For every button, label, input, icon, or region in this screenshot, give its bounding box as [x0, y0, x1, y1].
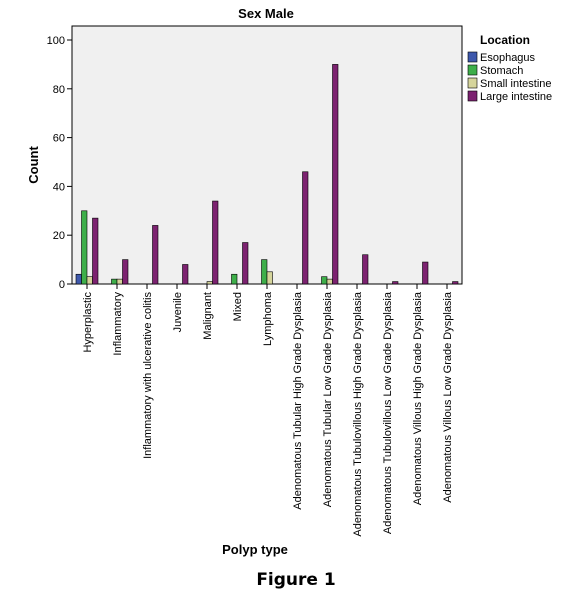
x-tick-label: Adenomatous Villous High Grade Dysplasia: [412, 291, 424, 505]
x-tick-label: Adenomatous Tubular Low Grade Dysplasia: [322, 291, 334, 507]
bar: [75, 273, 82, 285]
bar: [81, 210, 88, 285]
bars: [75, 64, 459, 285]
legend-swatch: [467, 51, 478, 63]
legend-swatch: [467, 90, 478, 102]
x-tick-label: Inflammatory: [112, 292, 124, 356]
legend-swatch: [467, 64, 478, 76]
x-axis: Hyperplastic Inflammatory Inflammatory wit…: [82, 284, 454, 537]
x-tick-label: Inflammatory with ulcerative colitis: [142, 292, 154, 459]
x-tick-label: Adenomatous Tubular High Grade Dysplasia: [292, 291, 304, 510]
bar: [206, 281, 213, 285]
y-tick-label: 0: [59, 279, 65, 291]
x-tick-label: Adenomatous Tubulovillous High Grade Dys…: [352, 291, 364, 536]
bar: [362, 254, 369, 285]
bar: [332, 64, 339, 285]
y-tick-label: 20: [53, 230, 65, 242]
x-tick-label: Malignant: [202, 292, 214, 340]
x-axis-title: Polyp type: [222, 542, 288, 557]
bar: [392, 281, 399, 285]
bar: [212, 200, 219, 285]
x-tick-label: Lymphoma: [262, 291, 274, 346]
bar: [261, 259, 268, 285]
y-axis: 0 20 40 60 80 100: [47, 35, 72, 291]
bar: [326, 278, 333, 285]
figure-caption: Figure 1: [256, 570, 335, 590]
bar: [116, 278, 123, 285]
y-tick-label: 80: [53, 84, 65, 96]
y-tick-label: 100: [47, 35, 65, 47]
bar: [86, 276, 93, 285]
x-tick-label: Mixed: [232, 292, 244, 321]
bar: [111, 278, 118, 285]
y-tick-label: 40: [53, 181, 65, 193]
legend-label: Small intestine: [480, 78, 552, 90]
bar: [231, 273, 238, 285]
bar: [422, 261, 429, 285]
bar: [266, 271, 273, 285]
y-axis-title: Count: [26, 146, 41, 184]
legend-title: Location: [480, 33, 530, 47]
legend-swatch: [467, 77, 478, 89]
x-tick-label: Adenomatous Tubulovillous Low Grade Dysp…: [382, 291, 394, 534]
bar: [302, 171, 309, 285]
legend-label: Stomach: [480, 65, 523, 77]
bar: [321, 276, 328, 285]
bar: [182, 264, 189, 285]
legend-label: Esophagus: [480, 52, 536, 64]
bar: [92, 217, 99, 285]
x-tick-label: Juvenile: [172, 292, 184, 332]
legend-label: Large intestine: [480, 91, 552, 103]
x-tick-label: Adenomatous Villous Low Grade Dysplasia: [442, 291, 454, 503]
bar: [122, 259, 129, 285]
bar: [452, 281, 459, 285]
chart-title: Sex Male: [238, 6, 294, 21]
x-tick-label: Hyperplastic: [82, 292, 94, 353]
plot-area: [71, 25, 463, 285]
bar: [152, 225, 159, 285]
y-tick-label: 60: [53, 133, 65, 145]
bar: [242, 242, 249, 285]
